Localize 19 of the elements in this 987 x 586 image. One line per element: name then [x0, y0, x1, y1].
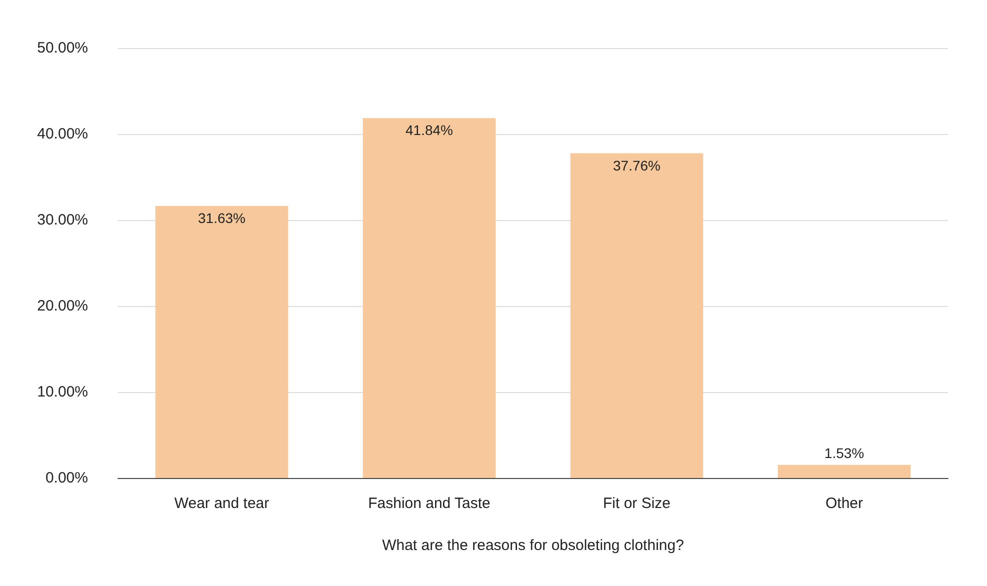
y-tick-label: 20.00%: [37, 298, 88, 314]
y-tick-label: 30.00%: [37, 212, 88, 228]
data-label: 37.76%: [613, 157, 660, 174]
y-tick-label: 10.00%: [37, 384, 88, 400]
bar: [155, 206, 288, 478]
y-tick-label: 0.00%: [45, 470, 88, 486]
bar: [362, 118, 496, 478]
x-tick-label: Other: [825, 495, 864, 512]
bar: [570, 153, 704, 478]
x-axis-title: What are the reasons for obsoleting clothing?: [382, 537, 684, 554]
x-tick-label: Fit or Size: [602, 495, 671, 512]
y-tick-label: 50.00%: [37, 40, 88, 56]
x-tick-label: Wear and tear: [174, 495, 270, 512]
data-label: 41.84%: [406, 122, 453, 138]
x-tick-label: Fashion and Taste: [368, 495, 490, 512]
bar: [778, 464, 911, 478]
data-label: 1.53%: [824, 444, 864, 461]
data-label: 31.63%: [198, 210, 246, 226]
y-tick-label: 40.00%: [37, 126, 88, 142]
